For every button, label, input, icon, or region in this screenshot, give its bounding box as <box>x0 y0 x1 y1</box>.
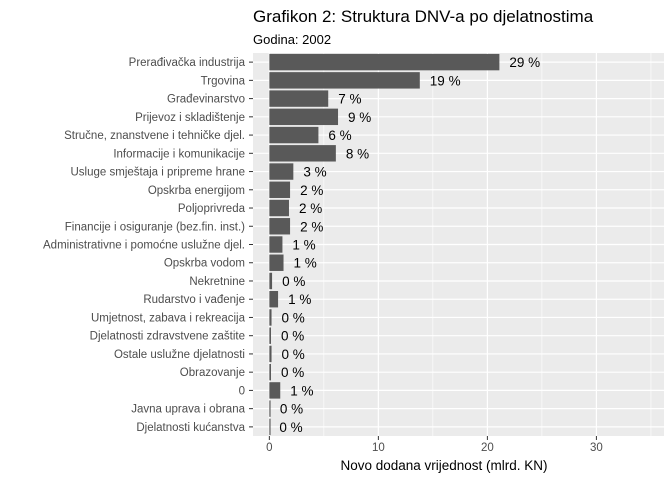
bar <box>269 108 339 126</box>
bar <box>269 199 289 217</box>
chart-subtitle: Godina: 2002 <box>253 32 331 47</box>
data-label: 2 % <box>299 201 322 216</box>
bar <box>269 400 271 417</box>
bar <box>269 126 319 144</box>
category-label: Poljoprivreda <box>178 203 246 215</box>
x-tick-label: 30 <box>590 442 603 454</box>
data-labels: 29 % 19 % 7 % 9 % 6 % 8 % 3 % 2 % 2 % 2 % 1 % 1 % 0 … <box>279 55 540 435</box>
x-tick-label: 0 <box>266 442 272 454</box>
category-label: Djelatnosti zdravstvene zaštite <box>90 331 245 343</box>
bar <box>269 72 420 89</box>
data-label: 29 % <box>509 55 540 70</box>
category-label: Prerađivačka industrija <box>129 57 246 69</box>
data-label: 1 % <box>288 292 311 307</box>
data-label: 6 % <box>328 128 351 143</box>
bar <box>269 236 283 253</box>
data-label: 0 % <box>281 365 304 380</box>
data-label: 3 % <box>303 165 326 180</box>
bar <box>269 218 291 235</box>
data-label: 2 % <box>300 219 323 234</box>
category-label: Informacije i komunikacije <box>113 148 245 160</box>
category-label: Ostale uslužne djelatnosti <box>114 349 245 361</box>
category-label: 0 <box>239 385 245 397</box>
bar <box>269 53 500 71</box>
data-label: 1 % <box>292 238 315 253</box>
data-label: 7 % <box>338 92 361 107</box>
data-label: 1 % <box>294 256 317 271</box>
y-axis: Prerađivačka industrija Trgovina Građevina… <box>43 57 253 434</box>
chart-title: Grafikon 2: Struktura DNV-a po djelatnos… <box>253 7 594 26</box>
data-label: 0 % <box>281 329 304 344</box>
data-label: 0 % <box>279 420 302 435</box>
data-label: 2 % <box>300 183 323 198</box>
category-label: Opskrba energijom <box>148 185 245 197</box>
category-label: Opskrba vodom <box>164 258 245 270</box>
bar <box>269 272 273 290</box>
data-label: 0 % <box>280 402 303 417</box>
data-label: 0 % <box>282 347 305 362</box>
data-label: 19 % <box>430 73 461 88</box>
category-label: Obrazovanje <box>180 367 245 379</box>
category-label: Nekretnine <box>189 276 245 288</box>
category-label: Građevinarstvo <box>167 94 245 106</box>
category-label: Administrativne i pomoćne uslužne djel. <box>43 240 245 252</box>
bar <box>269 291 279 308</box>
x-tick-label: 20 <box>481 442 494 454</box>
bar <box>269 345 272 363</box>
data-label: 9 % <box>348 110 371 125</box>
category-label: Financije i osiguranje (bez.fin. inst.) <box>65 221 245 233</box>
data-label: 0 % <box>282 274 305 289</box>
category-label: Stručne, znanstvene i tehničke djel. <box>64 130 245 142</box>
bars <box>269 53 500 436</box>
bar <box>269 90 329 107</box>
category-label: Javna uprava i obrana <box>131 404 245 416</box>
category-label: Usluge smještaja i pripreme hrane <box>71 167 246 179</box>
bar <box>269 254 284 271</box>
bar <box>269 327 271 344</box>
data-label: 0 % <box>282 310 305 325</box>
bar <box>269 145 336 162</box>
category-label: Djelatnosti kućanstva <box>136 422 245 434</box>
x-axis: 0 10 20 30 <box>266 436 603 454</box>
category-label: Prijevoz i skladištenje <box>135 112 245 124</box>
bar <box>269 309 272 326</box>
x-axis-title: Novo dodana vrijednost (mlrd. KN) <box>340 458 547 473</box>
bar <box>269 418 271 436</box>
bar <box>269 163 294 180</box>
bar <box>269 382 281 399</box>
bar <box>269 363 271 381</box>
data-label: 8 % <box>346 146 369 161</box>
data-label: 1 % <box>290 383 313 398</box>
category-label: Rudarstvo i vađenje <box>143 294 245 306</box>
category-label: Trgovina <box>201 75 246 87</box>
x-tick-label: 10 <box>372 442 385 454</box>
category-label: Umjetnost, zabava i rekreacija <box>91 312 246 324</box>
bar <box>269 181 291 198</box>
